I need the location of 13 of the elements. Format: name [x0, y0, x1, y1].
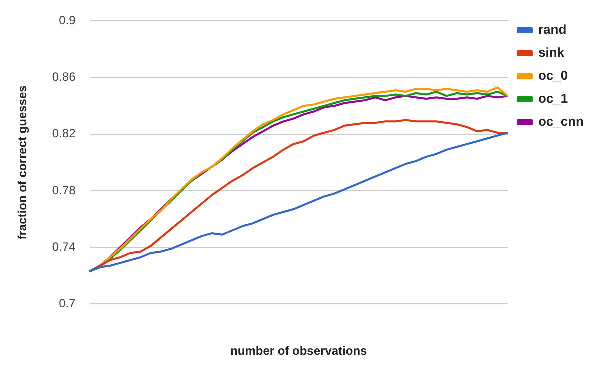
y-tick-label: 0.78 [52, 183, 76, 198]
legend-label: rand [538, 22, 567, 38]
legend-label: oc_1 [538, 91, 568, 106]
y-tick-label: 0.74 [52, 240, 76, 254]
y-tick-label: 0.9 [59, 14, 76, 28]
y-axis-title: fraction of correct guesses [16, 85, 30, 240]
legend-label: oc_cnn [538, 114, 584, 130]
legend-label: oc_0 [538, 68, 568, 84]
y-tick-label: 0.7 [59, 296, 76, 311]
x-axis-title: number of observations [230, 344, 368, 358]
legend-label: sink [538, 45, 566, 60]
y-tick-label: 0.86 [52, 70, 76, 84]
y-tick-label: 0.82 [52, 126, 76, 141]
